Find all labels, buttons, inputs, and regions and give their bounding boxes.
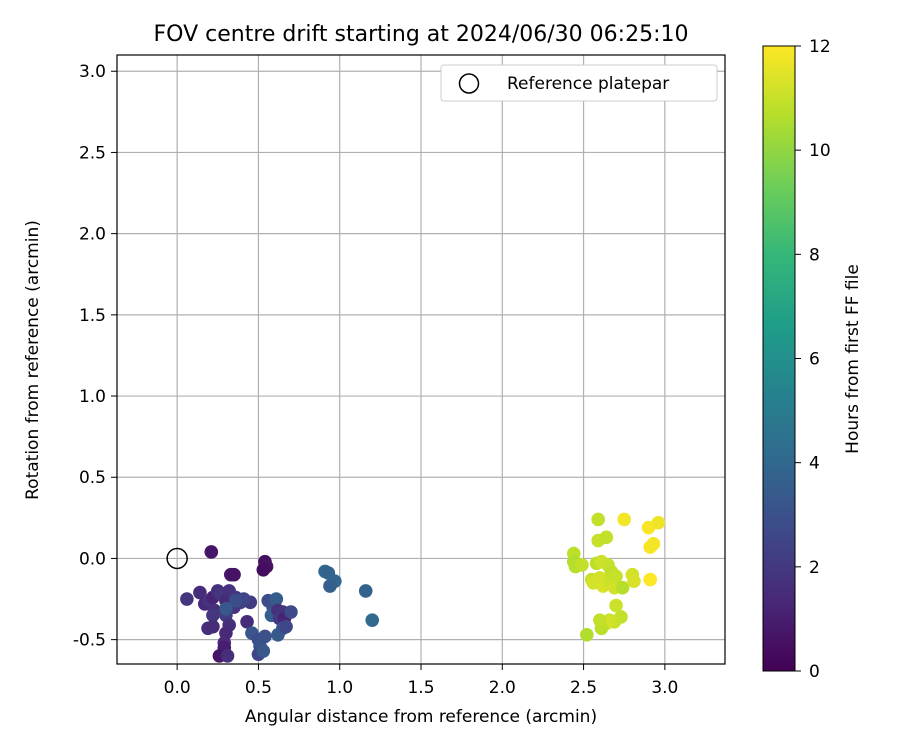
- data-point: [365, 613, 380, 627]
- x-tick-label: 0.5: [245, 678, 272, 698]
- y-axis-label: Rotation from reference (arcmin): [23, 220, 43, 500]
- x-tick-label: 1.0: [326, 678, 353, 698]
- y-tick-label: 0.0: [79, 549, 106, 569]
- data-point: [609, 569, 623, 584]
- data-point: [358, 584, 373, 598]
- y-tick-label: -0.5: [73, 631, 106, 651]
- data-point: [240, 614, 254, 629]
- y-tick-label: 3.0: [79, 62, 106, 82]
- x-axis-label: Angular distance from reference (arcmin): [245, 707, 597, 727]
- colorbar-tick-label: 2: [809, 558, 820, 578]
- legend-box: [440, 64, 718, 102]
- colorbar-tick-label: 0: [809, 662, 820, 682]
- data-point: [269, 592, 284, 606]
- x-tick-label: 2.0: [489, 678, 516, 698]
- y-tick-label: 2.0: [79, 225, 106, 245]
- data-point: [220, 649, 235, 663]
- data-point: [575, 558, 589, 572]
- data-point: [227, 567, 241, 582]
- x-tick-label: 3.0: [651, 678, 678, 698]
- data-point: [219, 601, 233, 616]
- data-point: [609, 598, 623, 613]
- data-point: [206, 619, 220, 634]
- legend: Reference platepar: [440, 64, 718, 102]
- x-tick-label: 2.5: [570, 678, 597, 698]
- data-points: [180, 512, 666, 663]
- y-tick-label: 0.5: [79, 468, 106, 488]
- legend-label-reference: Reference platepar: [507, 74, 669, 94]
- y-tick-label: 2.5: [79, 143, 106, 163]
- reference-marker-layer: [166, 547, 188, 570]
- data-point: [651, 515, 666, 530]
- x-axis-ticks: 0.0 0.5 1.0 1.5 2.0 2.5 3.0: [164, 664, 678, 698]
- colorbar: 0 2 4 6 8 10 12 Hours from first FF file: [762, 37, 863, 682]
- data-point: [593, 613, 607, 627]
- data-point: [284, 605, 298, 619]
- colorbar-ticks: 0 2 4 6 8 10 12: [795, 37, 831, 682]
- colorbar-label: Hours from first FF file: [843, 264, 863, 454]
- y-tick-label: 1.0: [79, 387, 106, 407]
- colorbar-tick-label: 12: [809, 37, 831, 57]
- y-axis-ticks: -0.5 0.0 0.5 1.0 1.5 2.0 2.5 3.0: [73, 62, 117, 651]
- data-point: [615, 580, 630, 595]
- data-point: [206, 608, 220, 623]
- chart-title: FOV centre drift starting at 2024/06/30 …: [154, 22, 689, 47]
- colorbar-gradient: [762, 45, 796, 672]
- reference-platepar-marker: [166, 547, 188, 570]
- data-point: [627, 574, 641, 588]
- x-tick-label: 0.0: [164, 678, 191, 698]
- data-point: [256, 644, 271, 658]
- y-tick-label: 1.5: [79, 306, 106, 326]
- data-point: [279, 619, 293, 634]
- colorbar-tick-label: 6: [809, 350, 820, 370]
- data-point: [193, 585, 207, 600]
- data-point: [591, 512, 605, 527]
- colorbar-tick-label: 4: [809, 454, 820, 474]
- data-point: [643, 572, 658, 587]
- data-point: [617, 512, 632, 527]
- data-point: [204, 545, 219, 559]
- data-point: [646, 537, 661, 551]
- data-point: [323, 579, 337, 593]
- data-point: [599, 530, 614, 545]
- data-point: [180, 592, 194, 606]
- grid: [117, 55, 725, 664]
- legend-marker-reference: [458, 73, 480, 94]
- colorbar-tick-label: 8: [809, 245, 820, 265]
- data-point: [256, 563, 271, 577]
- data-point: [580, 627, 594, 642]
- data-point: [228, 593, 243, 608]
- data-point: [258, 629, 272, 644]
- x-tick-label: 1.5: [407, 678, 434, 698]
- colorbar-tick-label: 10: [809, 141, 831, 161]
